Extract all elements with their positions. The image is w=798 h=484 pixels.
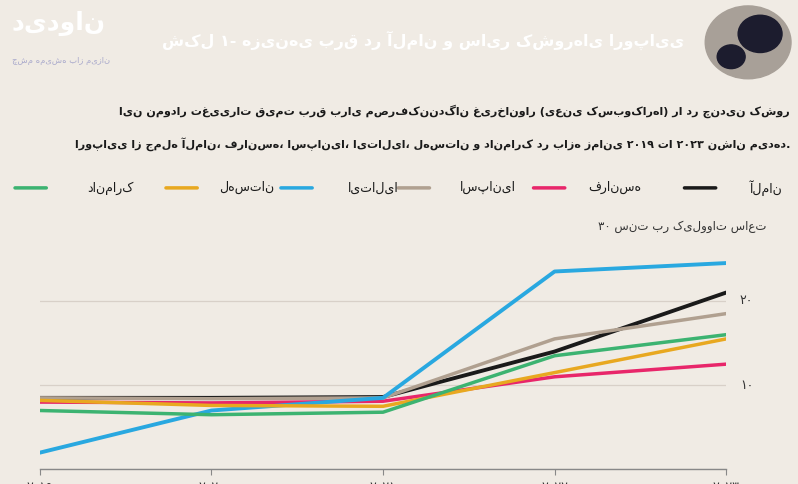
Text: ۱۰: ۱۰ bbox=[740, 378, 753, 392]
Circle shape bbox=[738, 15, 782, 53]
Text: آلمان: آلمان bbox=[749, 180, 782, 196]
Text: دیدوان: دیدوان bbox=[12, 11, 106, 36]
Text: لهستان: لهستان bbox=[219, 182, 274, 195]
Circle shape bbox=[717, 45, 745, 69]
Text: اسپانیا: اسپانیا bbox=[460, 182, 516, 195]
Text: این نمودار تغییرات قیمت برق برای مصرف‌کنندگان غیرخانوار (یعنی کسب‌وکارها) را در : این نمودار تغییرات قیمت برق برای مصرف‌کن… bbox=[120, 104, 790, 118]
Text: ۳۰ سنت بر کیلووات ساعت: ۳۰ سنت بر کیلووات ساعت bbox=[598, 220, 767, 233]
Text: اروپایی از جمله آلمان، فرانسه، اسپانیا، ایتالیا، لهستان و دانمارک در بازه زمانی : اروپایی از جمله آلمان، فرانسه، اسپانیا، … bbox=[75, 137, 790, 151]
Circle shape bbox=[705, 6, 791, 79]
Text: ایتالیا: ایتالیا bbox=[348, 182, 399, 195]
Text: دانمارک: دانمارک bbox=[87, 181, 133, 195]
Text: فرانسه: فرانسه bbox=[588, 182, 642, 195]
Text: چشم همیشه باز میزان: چشم همیشه باز میزان bbox=[12, 57, 110, 65]
Text: شکل ۱- هزینه‌ی برق در آلمان و سایر کشورهای اروپایی: شکل ۱- هزینه‌ی برق در آلمان و سایر کشوره… bbox=[162, 31, 684, 50]
Text: ۲۰: ۲۰ bbox=[740, 294, 753, 307]
